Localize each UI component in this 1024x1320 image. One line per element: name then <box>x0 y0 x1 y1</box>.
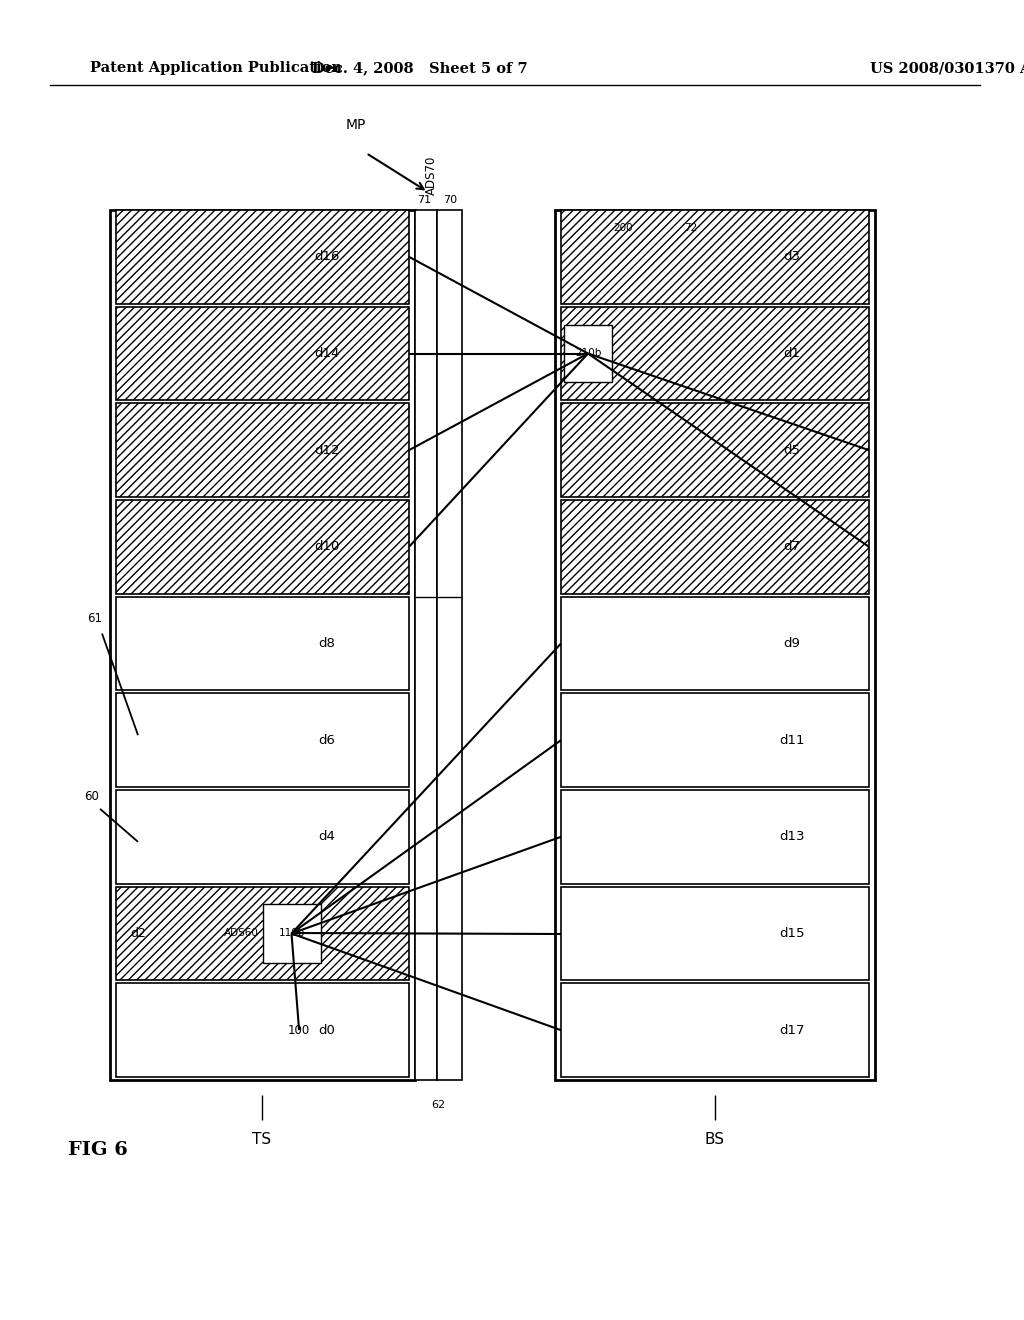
Text: TS: TS <box>253 1133 271 1147</box>
Text: 60: 60 <box>85 791 99 804</box>
Text: d0: d0 <box>318 1024 336 1036</box>
Text: Patent Application Publication: Patent Application Publication <box>90 61 342 75</box>
Bar <box>555 210 874 1080</box>
Bar <box>561 210 869 304</box>
Text: 100: 100 <box>288 1024 310 1036</box>
Bar <box>561 983 869 1077</box>
Bar <box>561 500 869 594</box>
Bar <box>116 404 409 498</box>
Text: 62: 62 <box>431 1100 445 1110</box>
Text: 70: 70 <box>443 195 458 205</box>
Text: 200: 200 <box>612 223 633 234</box>
Text: d5: d5 <box>783 444 801 457</box>
Bar <box>561 306 869 400</box>
Text: d7: d7 <box>783 540 801 553</box>
Text: US 2008/0301370 A1: US 2008/0301370 A1 <box>870 61 1024 75</box>
Bar <box>116 210 409 304</box>
Text: BS: BS <box>705 1133 725 1147</box>
Text: d2: d2 <box>130 927 146 940</box>
Bar <box>561 887 869 981</box>
Bar <box>116 693 409 787</box>
Text: d16: d16 <box>314 251 340 263</box>
Text: ADS60: ADS60 <box>223 928 258 939</box>
Text: MP: MP <box>346 117 367 132</box>
Bar <box>116 983 409 1077</box>
Text: 210b: 210b <box>574 348 601 359</box>
Bar <box>116 597 409 690</box>
Bar <box>564 326 612 381</box>
Text: 110b: 110b <box>279 928 305 939</box>
Text: d11: d11 <box>779 734 805 747</box>
Text: ADS70: ADS70 <box>425 156 437 195</box>
Bar <box>561 404 869 498</box>
Text: d3: d3 <box>783 251 801 263</box>
Text: d15: d15 <box>779 927 805 940</box>
Bar <box>437 210 462 1080</box>
Text: d8: d8 <box>318 638 336 649</box>
Text: d1: d1 <box>783 347 801 360</box>
Text: d12: d12 <box>314 444 340 457</box>
Text: d10: d10 <box>314 540 340 553</box>
Bar <box>561 789 869 883</box>
Text: 61: 61 <box>87 612 102 624</box>
Bar <box>116 500 409 594</box>
Text: d17: d17 <box>779 1024 805 1036</box>
Text: d9: d9 <box>783 638 801 649</box>
Text: d6: d6 <box>318 734 336 747</box>
Bar <box>116 887 409 981</box>
Text: 72: 72 <box>684 223 697 234</box>
Bar <box>116 306 409 400</box>
Text: d4: d4 <box>318 830 336 843</box>
Text: d13: d13 <box>779 830 805 843</box>
Bar <box>415 210 437 1080</box>
Bar <box>110 210 415 1080</box>
Text: FIG 6: FIG 6 <box>68 1140 128 1159</box>
Bar <box>561 693 869 787</box>
Bar <box>116 789 409 883</box>
Bar <box>561 597 869 690</box>
Text: Dec. 4, 2008   Sheet 5 of 7: Dec. 4, 2008 Sheet 5 of 7 <box>312 61 527 75</box>
Text: 71: 71 <box>417 195 431 205</box>
Text: d14: d14 <box>314 347 340 360</box>
Bar <box>262 904 321 962</box>
